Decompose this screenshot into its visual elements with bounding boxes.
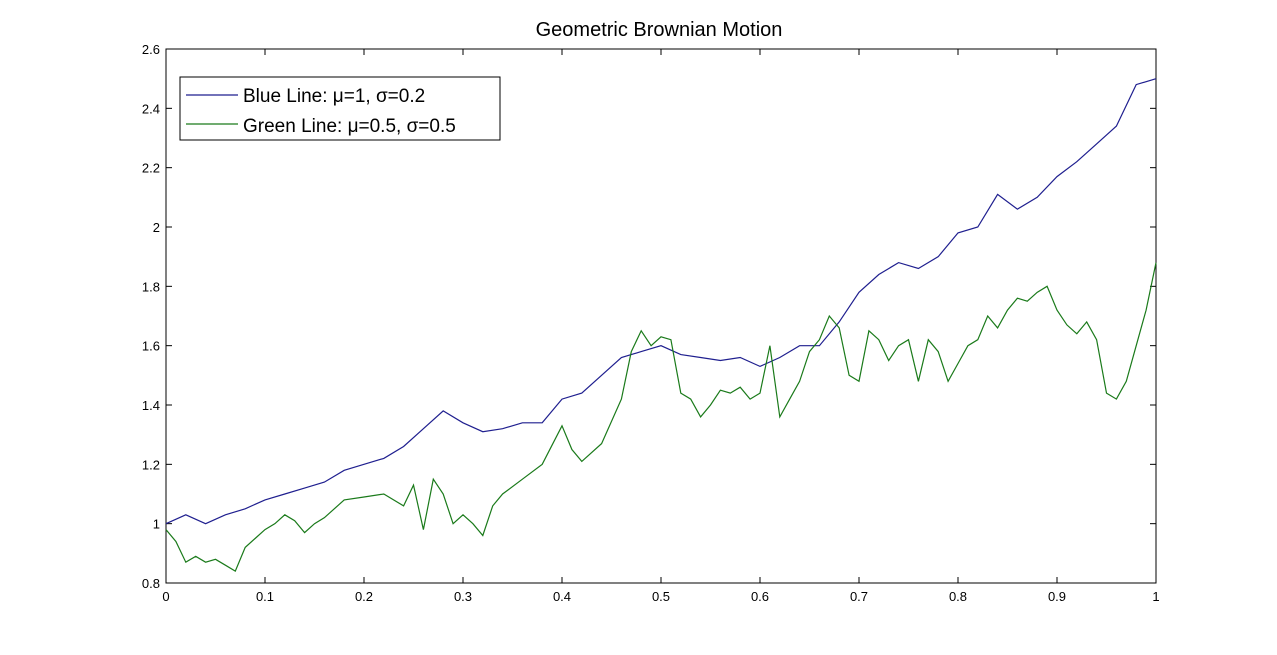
x-tick-label: 0.2 bbox=[355, 589, 373, 604]
y-tick-label: 2.6 bbox=[142, 42, 160, 57]
y-tick-label: 1.6 bbox=[142, 339, 160, 354]
y-tick-label: 2.4 bbox=[142, 101, 160, 116]
y-tick-label: 1.8 bbox=[142, 279, 160, 294]
y-tick-label: 1 bbox=[153, 517, 160, 532]
x-tick-label: 0.3 bbox=[454, 589, 472, 604]
x-tick-label: 0.8 bbox=[949, 589, 967, 604]
series-line-green bbox=[165, 262, 1157, 572]
legend-box bbox=[179, 76, 501, 141]
x-tick-label: 0.1 bbox=[256, 589, 274, 604]
series-line-blue bbox=[165, 78, 1157, 525]
y-tick-label: 2.2 bbox=[142, 161, 160, 176]
x-tick-label: 1 bbox=[1152, 589, 1159, 604]
legend: Blue Line: μ=1, σ=0.2 Green Line: μ=0.5,… bbox=[179, 76, 501, 141]
legend-label-blue: Blue Line: μ=1, σ=0.2 bbox=[243, 86, 425, 107]
y-tick-label: 1.2 bbox=[142, 457, 160, 472]
x-tick-label: 0.6 bbox=[751, 589, 769, 604]
x-tick-label: 0.7 bbox=[850, 589, 868, 604]
x-tick-label: 0.9 bbox=[1048, 589, 1066, 604]
y-tick-label: 0.8 bbox=[142, 576, 160, 591]
x-tick-label: 0.5 bbox=[652, 589, 670, 604]
x-tick-label: 0.4 bbox=[553, 589, 571, 604]
y-tick-label: 2 bbox=[153, 220, 160, 235]
legend-label-green: Green Line: μ=0.5, σ=0.5 bbox=[243, 116, 456, 137]
y-tick-label: 1.4 bbox=[142, 398, 160, 413]
x-tick-label: 0 bbox=[162, 589, 169, 604]
chart-title: Geometric Brownian Motion bbox=[536, 19, 783, 41]
